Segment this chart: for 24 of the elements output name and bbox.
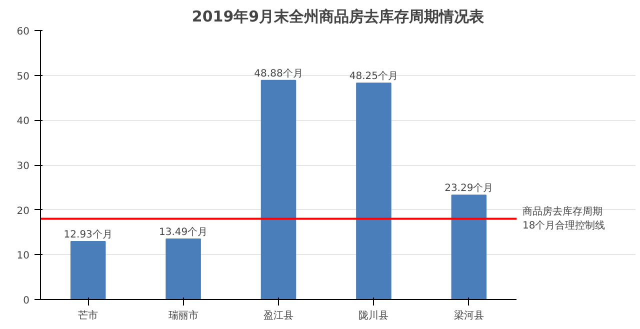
y-tick-label: 0 [23, 296, 30, 306]
bar [70, 241, 106, 300]
bar [166, 238, 201, 300]
data-label: 48.88个月 [254, 67, 303, 80]
chart-title: 2019年9月末全州商品房去库存周期情况表 [192, 8, 486, 26]
x-tick-label: 梁河县 [454, 310, 484, 322]
data-label: 13.49个月 [158, 226, 208, 238]
x-tick-label: 芒市 [78, 310, 98, 322]
x-tick-label: 陇川县 [358, 310, 389, 322]
data-label: 12.93个月 [64, 228, 112, 241]
bar [451, 194, 487, 300]
y-tick-label: 60 [16, 26, 30, 38]
data-label: 23.29个月 [444, 182, 494, 194]
x-tick-label: 瑞丽市 [168, 310, 198, 322]
data-label: 48.25个月 [349, 70, 398, 82]
x-tick-label: 盈江县 [264, 310, 294, 322]
y-tick-label: 20 [16, 206, 30, 217]
y-tick-label: 40 [16, 116, 30, 128]
bar [356, 82, 392, 300]
y-tick-label: 10 [16, 250, 30, 262]
bar [260, 80, 296, 300]
y-tick-label: 30 [16, 161, 30, 172]
ref-line-label: 商品房去库存周期 18个月合理控制线 [522, 205, 606, 232]
y-tick-label: 50 [16, 71, 30, 82]
